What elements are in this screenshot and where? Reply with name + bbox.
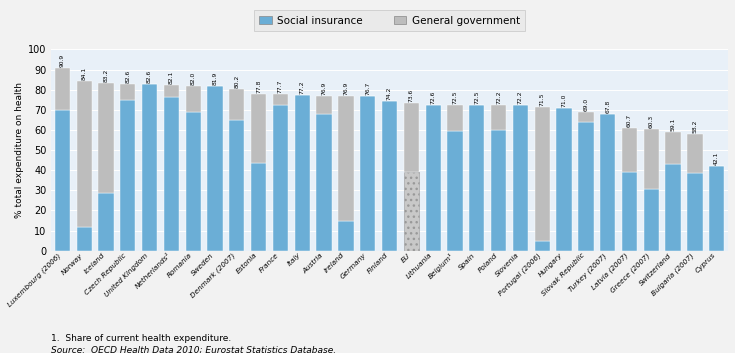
Bar — [665, 132, 681, 164]
Bar — [98, 193, 114, 251]
Bar — [76, 227, 92, 251]
Bar — [338, 221, 354, 251]
Text: 72.5: 72.5 — [453, 90, 457, 104]
Text: 81.9: 81.9 — [212, 72, 218, 85]
Text: 80.2: 80.2 — [234, 75, 240, 88]
Bar — [491, 130, 506, 251]
Bar — [207, 86, 223, 251]
Bar — [622, 172, 637, 251]
Bar — [164, 85, 179, 97]
Bar — [687, 133, 703, 173]
Text: 82.0: 82.0 — [191, 71, 196, 85]
Bar — [644, 129, 659, 189]
Bar — [229, 89, 245, 120]
Text: 67.8: 67.8 — [605, 100, 610, 113]
Text: 72.2: 72.2 — [496, 91, 501, 104]
Text: 77.7: 77.7 — [278, 80, 283, 93]
Text: 58.2: 58.2 — [692, 119, 698, 132]
Bar — [426, 104, 441, 251]
Bar — [54, 110, 70, 251]
Bar — [317, 96, 331, 114]
Bar — [644, 189, 659, 251]
Bar — [469, 105, 484, 251]
Text: 82.6: 82.6 — [147, 70, 152, 83]
Y-axis label: % total expenditure on health: % total expenditure on health — [15, 82, 24, 218]
Bar — [120, 100, 135, 251]
Bar — [360, 96, 376, 251]
Bar — [76, 82, 92, 227]
Legend: Social insurance, General government: Social insurance, General government — [254, 10, 525, 31]
Bar — [622, 128, 637, 172]
Text: 60.3: 60.3 — [649, 115, 654, 128]
Bar — [600, 114, 615, 251]
Text: 42.1: 42.1 — [714, 151, 720, 165]
Bar — [513, 105, 528, 251]
Bar — [404, 102, 419, 172]
Bar — [448, 131, 462, 251]
Bar — [186, 112, 201, 251]
Text: 1.  Share of current health expenditure.: 1. Share of current health expenditure. — [51, 334, 232, 342]
Bar — [142, 84, 157, 251]
Text: 82.1: 82.1 — [169, 71, 174, 84]
Bar — [164, 97, 179, 251]
Bar — [295, 95, 310, 251]
Bar — [229, 120, 245, 251]
Bar — [251, 94, 266, 163]
Text: 71.0: 71.0 — [562, 94, 567, 107]
Text: 82.6: 82.6 — [125, 70, 130, 83]
Bar — [556, 108, 572, 251]
Bar — [273, 94, 288, 105]
Bar — [338, 96, 354, 221]
Text: 84.1: 84.1 — [82, 67, 87, 80]
Bar — [404, 172, 419, 251]
Bar — [54, 68, 70, 110]
Bar — [534, 241, 550, 251]
Text: 76.7: 76.7 — [365, 82, 370, 95]
Bar — [491, 105, 506, 130]
Bar — [578, 112, 593, 122]
Bar — [120, 84, 135, 100]
Text: 72.6: 72.6 — [431, 90, 436, 103]
Bar — [273, 105, 288, 251]
Text: 69.0: 69.0 — [584, 98, 588, 111]
Bar — [317, 114, 331, 251]
Text: 72.2: 72.2 — [518, 91, 523, 104]
Text: 74.2: 74.2 — [387, 87, 392, 100]
Bar — [534, 107, 550, 241]
Text: 77.2: 77.2 — [300, 81, 305, 94]
Text: 83.2: 83.2 — [104, 69, 109, 82]
Bar — [448, 105, 462, 131]
Text: 90.9: 90.9 — [60, 54, 65, 67]
Bar — [709, 166, 725, 251]
Bar — [665, 164, 681, 251]
Text: 72.5: 72.5 — [474, 90, 479, 104]
Bar — [687, 173, 703, 251]
Text: 59.1: 59.1 — [670, 117, 675, 131]
Text: 76.9: 76.9 — [343, 82, 348, 95]
Text: 77.8: 77.8 — [257, 80, 261, 93]
Bar — [98, 83, 114, 193]
Text: 60.7: 60.7 — [627, 114, 632, 127]
Text: Source:  OECD Health Data 2010; Eurostat Statistics Database.: Source: OECD Health Data 2010; Eurostat … — [51, 345, 337, 353]
Text: 76.9: 76.9 — [322, 82, 326, 95]
Bar — [251, 163, 266, 251]
Bar — [382, 101, 397, 251]
Text: 73.6: 73.6 — [409, 88, 414, 102]
Bar — [578, 122, 593, 251]
Bar — [186, 86, 201, 112]
Text: 71.5: 71.5 — [539, 92, 545, 106]
